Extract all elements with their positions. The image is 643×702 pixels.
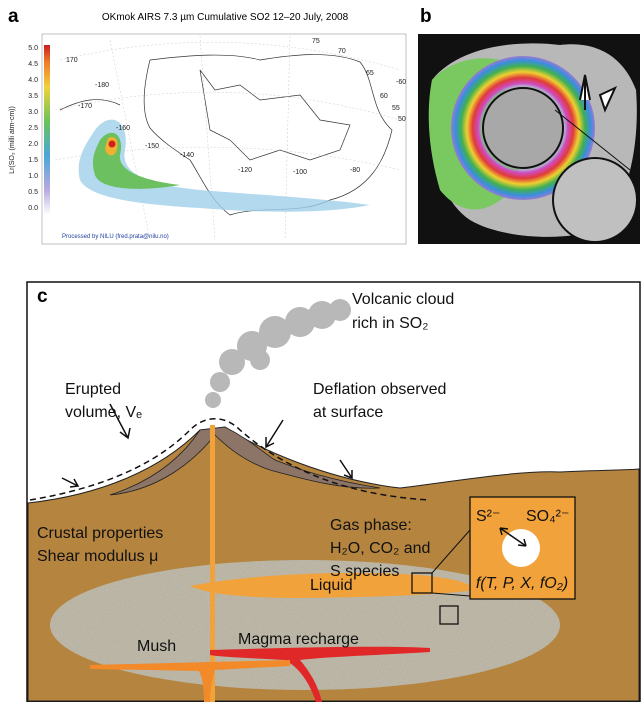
map-title: OKmok AIRS 7.3 µm Cumulative SO2 12–20 J… (102, 12, 349, 23)
sulfide-label: S²⁻ (476, 508, 500, 525)
conduit (210, 425, 215, 702)
map-label: 50 (398, 116, 406, 123)
figure: a OKmok AIRS 7.3 µm Cumulative SO2 12–20… (0, 0, 643, 702)
colorbar-tick-label: 0.5 (28, 189, 38, 196)
map-label: -140 (180, 152, 194, 159)
colorbar-label: Lr(SO₂ (milli atm-cm)) (9, 106, 16, 174)
liquid-label: Liquid (310, 577, 353, 594)
colorbar-tick-label: 4.5 (28, 61, 38, 68)
colorbar-tick-label: 0.0 (28, 205, 38, 212)
map-label: -60 (396, 79, 406, 86)
colorbar-tick-label: 2.0 (28, 141, 38, 148)
caldera (483, 88, 563, 168)
deflation-label: at surface (313, 404, 383, 421)
map-label: 70 (338, 48, 346, 55)
map-label: -180 (95, 82, 109, 89)
colorbar-tick-label: 5.0 (28, 45, 38, 52)
colorbar-tick-label: 4.0 (28, 77, 38, 84)
function-label: f(T, P, X, fO₂) (476, 575, 568, 592)
panel-label: c (37, 286, 48, 307)
crust-label: Shear modulus μ (37, 548, 158, 565)
panel-label: b (420, 6, 432, 27)
map-label: -160 (116, 125, 130, 132)
gas-label: H₂O, CO₂ and (330, 540, 430, 557)
bubble (502, 529, 540, 567)
colorbar (44, 45, 50, 215)
map-label: 75 (312, 38, 320, 45)
sulfate-label: SO₄²⁻ (526, 508, 569, 525)
colorbar-tick-label: 1.5 (28, 157, 38, 164)
zoom-inset (553, 158, 637, 242)
map-label: 55 (392, 105, 400, 112)
gas-label: Gas phase: (330, 517, 412, 534)
credit: Processed by NILU (fred.prata@nilu.no) (62, 234, 169, 240)
colorbar-tick-label: 1.0 (28, 173, 38, 180)
cloud-label: rich in SO₂ (352, 315, 428, 332)
map-label: -100 (293, 169, 307, 176)
map-label: -170 (78, 103, 92, 110)
erupted-label: volume, Vₑ (65, 404, 142, 421)
erupted-label: Erupted (65, 381, 121, 398)
map-label: 60 (380, 93, 388, 100)
map-label: 170 (66, 57, 78, 64)
map-label: 65 (366, 70, 374, 77)
deflation-label: Deflation observed (313, 381, 446, 398)
cloud-label: Volcanic cloud (352, 291, 454, 308)
panel-label: a (8, 6, 19, 27)
colorbar-tick-label: 3.5 (28, 93, 38, 100)
colorbar-tick-label: 3.0 (28, 109, 38, 116)
crust-label: Crustal properties (37, 525, 163, 542)
map-label: -150 (145, 143, 159, 150)
colorbar-tick-label: 2.5 (28, 125, 38, 132)
mush-label: Mush (137, 638, 176, 655)
map-label: -80 (350, 167, 360, 174)
map-label: -120 (238, 167, 252, 174)
recharge-label: Magma recharge (238, 631, 359, 648)
